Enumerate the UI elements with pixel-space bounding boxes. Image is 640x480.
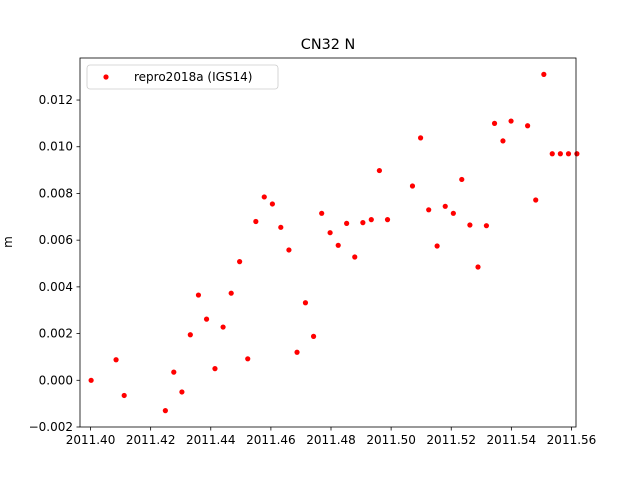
data-point (195, 292, 202, 298)
axes-frame (79, 57, 577, 428)
data-point (467, 222, 473, 228)
data-point (426, 207, 432, 213)
data-point (286, 247, 292, 253)
x-tick-label: 2011.48 (306, 433, 356, 447)
data-point (541, 71, 547, 77)
data-point (335, 242, 341, 248)
data-point (565, 151, 572, 157)
data-point (113, 357, 119, 363)
plot-area (88, 71, 580, 414)
data-point (508, 118, 514, 124)
data-point (179, 389, 185, 395)
data-point (171, 369, 177, 375)
data-point (533, 197, 539, 203)
data-point (162, 408, 168, 414)
y-tick-label: 0.000 (39, 373, 73, 387)
x-tick-label: 2011.52 (426, 433, 476, 447)
data-point (237, 259, 243, 265)
legend-box (86, 64, 279, 90)
data-point (557, 151, 563, 157)
axes: 2011.40 2011.42 2011.44 2011.46 2011.48 2011.… (29, 57, 597, 447)
data-point (434, 243, 440, 249)
data-point (475, 264, 481, 270)
data-point (500, 138, 506, 144)
chart-title: CN32 N (301, 37, 355, 53)
data-point (491, 120, 498, 126)
data-point (352, 254, 358, 260)
data-point (450, 210, 456, 216)
data-point (376, 167, 382, 174)
data-point (327, 230, 333, 236)
y-tick-label: 0.008 (39, 186, 73, 200)
data-point (310, 333, 317, 339)
data-point (261, 194, 267, 200)
y-tick-label: 0.012 (39, 93, 73, 107)
data-point (344, 220, 350, 226)
legend: repro2018a (IGS14) (86, 64, 279, 90)
x-tick-label: 2011.40 (66, 433, 116, 447)
data-point (88, 377, 94, 383)
legend-label: repro2018a (IGS14) (134, 70, 252, 84)
data-point (442, 203, 448, 209)
x-tick-label: 2011.50 (366, 433, 416, 447)
data-point (525, 123, 531, 129)
data-point (302, 300, 309, 306)
y-axis-label: m (1, 236, 15, 248)
data-point (549, 151, 555, 157)
y-tick-label: 0.010 (39, 140, 73, 154)
data-point (228, 290, 234, 296)
data-point (121, 392, 127, 399)
data-point (253, 218, 259, 225)
data-point (187, 332, 193, 338)
legend-marker (103, 74, 109, 80)
data-point (360, 220, 366, 226)
x-tick-label: 2011.44 (186, 433, 236, 447)
data-point (409, 183, 416, 189)
data-point (459, 176, 465, 183)
data-point (417, 135, 424, 141)
x-tick-label: 2011.42 (126, 433, 176, 447)
x-tick-label: 2011.56 (547, 433, 597, 447)
data-point (294, 349, 300, 355)
x-tick-label: 2011.54 (487, 433, 537, 447)
data-point (220, 324, 226, 330)
x-tick-label: 2011.46 (246, 433, 296, 447)
data-point (269, 201, 275, 207)
y-tick-label: 0.004 (39, 280, 73, 294)
data-point (483, 223, 490, 229)
data-point (278, 224, 284, 230)
data-point (368, 217, 374, 223)
y-tick-label: 0.006 (39, 233, 73, 247)
data-point (212, 366, 218, 372)
y-tick-label: 0.002 (39, 327, 73, 341)
series-0 (88, 71, 580, 414)
data-point (384, 217, 391, 223)
data-point (319, 210, 325, 216)
data-point (245, 356, 251, 362)
data-point (203, 316, 210, 322)
data-point (574, 151, 580, 157)
y-tick-label: −0.002 (29, 420, 73, 434)
